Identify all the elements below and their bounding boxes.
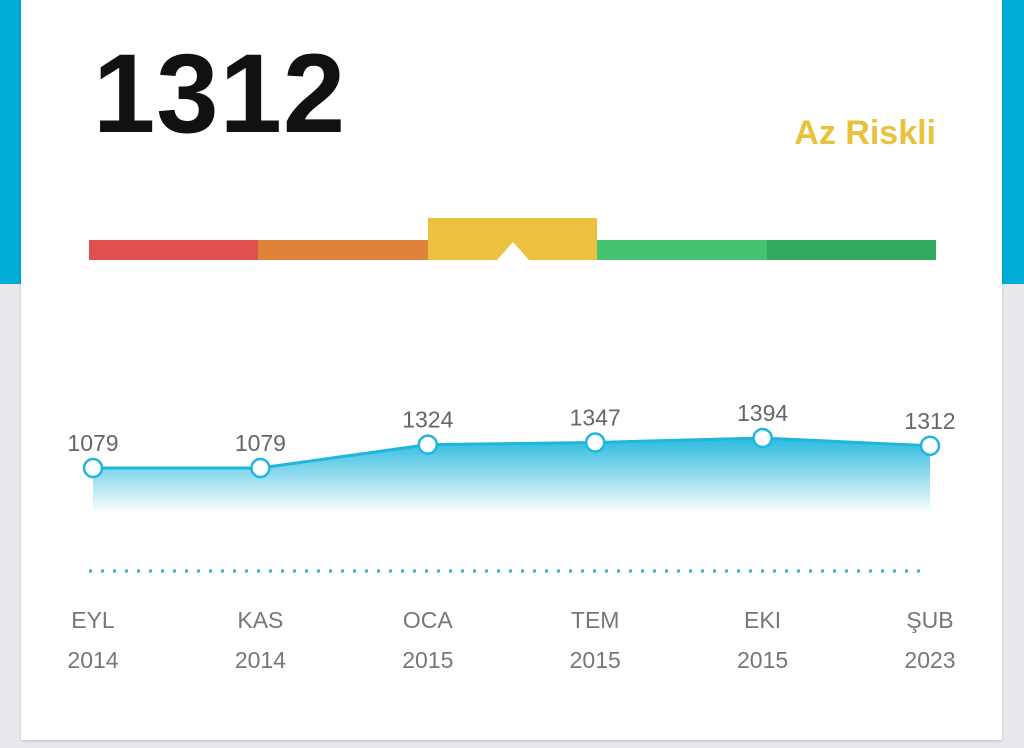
x-tick-year: 2023 (904, 647, 955, 673)
data-label: 1079 (67, 430, 118, 456)
x-tick-month: EYL (71, 607, 115, 633)
x-tick-year: 2015 (570, 647, 621, 673)
x-tick-month: KAS (237, 607, 283, 633)
data-point[interactable] (417, 434, 439, 455)
x-tick-month: ŞUB (906, 607, 953, 633)
data-point[interactable] (919, 435, 941, 457)
data-label: 1347 (570, 404, 621, 430)
risk-segment-4 (597, 240, 767, 260)
data-point[interactable] (82, 457, 104, 479)
risk-segment-2 (258, 240, 428, 260)
risk-level-label: Az Riskli (794, 114, 936, 152)
data-label: 1324 (402, 407, 453, 433)
data-label: 1394 (737, 400, 788, 426)
x-tick-month: EKI (744, 607, 781, 633)
area-fill (93, 438, 930, 512)
data-point[interactable] (584, 432, 606, 453)
risk-position-marker (496, 242, 529, 260)
score-history-chart: 1079 1079 1324 1347 1394 1312 EYL 2014 KAS 2014 O… (67, 400, 955, 673)
x-tick-year: 2014 (235, 647, 286, 673)
credit-score-value: 1312 (93, 31, 347, 156)
x-tick-month: OCA (403, 607, 454, 633)
data-point[interactable] (250, 457, 271, 479)
data-point[interactable] (752, 427, 773, 449)
credit-score-card: 1312 Az Riskli 1079 1079 1324 1347 1394 1312 … (21, 0, 1002, 740)
data-label: 1079 (235, 430, 286, 456)
series-line (93, 436, 931, 470)
x-tick-month: TEM (571, 607, 620, 633)
risk-segment-1 (89, 240, 259, 260)
risk-scale-bar (89, 218, 936, 260)
risk-segment-5 (766, 240, 936, 260)
x-tick-year: 2014 (67, 647, 118, 673)
x-tick-year: 2015 (402, 647, 453, 673)
data-label: 1312 (904, 408, 955, 434)
x-tick-year: 2015 (737, 647, 788, 673)
